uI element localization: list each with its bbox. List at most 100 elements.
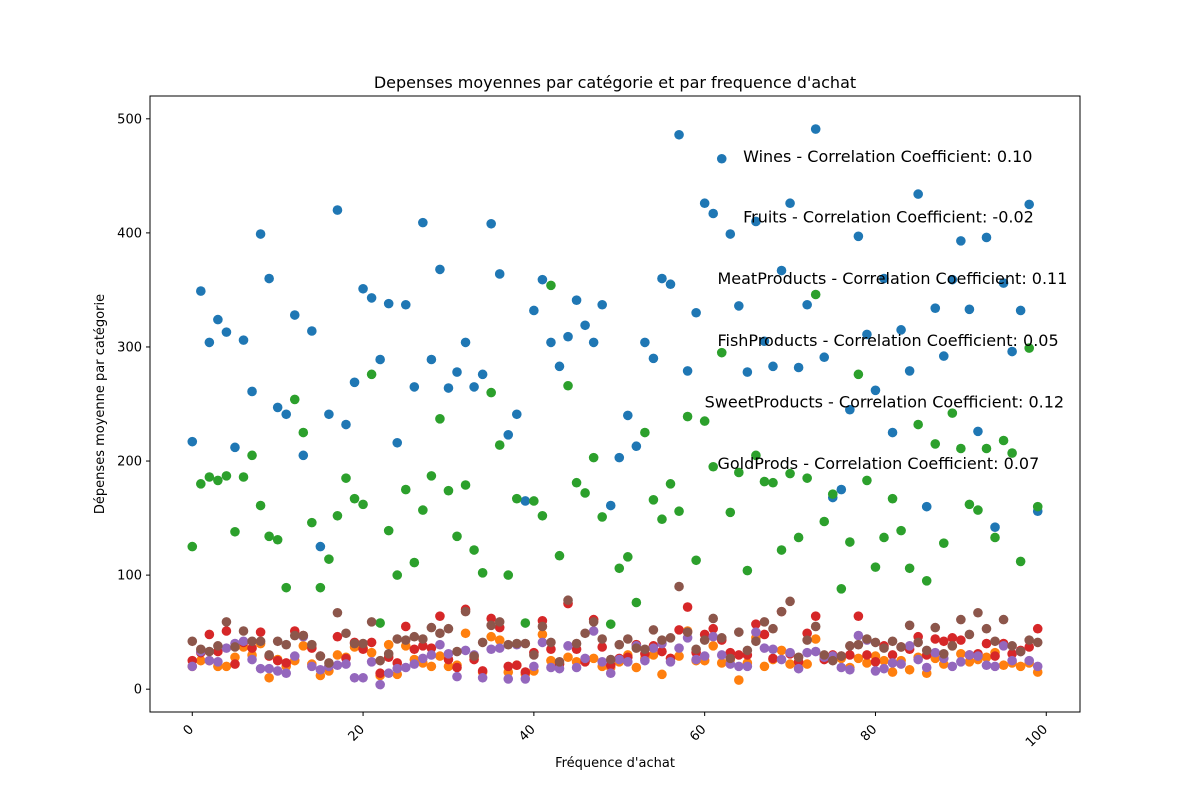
data-point xyxy=(853,630,864,641)
data-point xyxy=(443,383,454,393)
data-point xyxy=(956,236,966,246)
data-point xyxy=(998,278,1009,288)
data-point xyxy=(1015,661,1026,672)
data-point xyxy=(409,382,420,392)
data-point xyxy=(657,514,667,525)
data-point xyxy=(366,617,377,627)
data-point xyxy=(486,620,496,631)
data-point xyxy=(418,505,428,515)
data-point xyxy=(443,661,454,672)
data-point xyxy=(879,655,889,666)
data-point xyxy=(981,443,992,454)
data-point xyxy=(511,638,522,649)
data-point xyxy=(657,635,667,645)
data-point xyxy=(298,641,309,651)
data-point xyxy=(973,426,983,437)
data-point xyxy=(477,672,488,683)
data-point xyxy=(887,427,898,438)
data-point xyxy=(870,657,881,667)
data-point xyxy=(298,450,309,461)
data-point xyxy=(196,644,206,655)
data-point xyxy=(742,367,753,377)
data-point xyxy=(537,510,548,521)
correlation-annotation: Wines - Correlation Coefficient: 0.10 xyxy=(743,147,1032,166)
data-point xyxy=(418,653,428,664)
data-point xyxy=(614,639,625,650)
data-point xyxy=(426,354,437,365)
data-point xyxy=(956,649,966,659)
data-point xyxy=(896,525,906,536)
data-point xyxy=(768,653,778,664)
data-point xyxy=(964,304,975,315)
data-point xyxy=(580,653,590,664)
data-point xyxy=(904,641,915,651)
data-point xyxy=(665,633,676,643)
data-point xyxy=(409,631,420,642)
data-point xyxy=(614,563,625,574)
data-point xyxy=(588,626,599,636)
data-point xyxy=(1032,501,1043,512)
data-point xyxy=(802,473,812,483)
data-point xyxy=(426,622,437,633)
data-point xyxy=(631,643,642,653)
data-point xyxy=(409,644,420,655)
data-point xyxy=(426,650,437,660)
data-point xyxy=(998,660,1009,671)
data-point xyxy=(435,639,445,650)
data-point xyxy=(640,337,650,348)
data-point xyxy=(896,325,906,335)
data-point xyxy=(597,512,607,522)
data-point xyxy=(623,657,633,667)
data-point xyxy=(563,652,573,663)
data-point xyxy=(486,631,496,642)
data-point xyxy=(998,614,1009,625)
data-point xyxy=(913,654,923,665)
data-point xyxy=(896,659,906,669)
data-point xyxy=(230,526,240,537)
data-point xyxy=(956,635,966,645)
data-point xyxy=(734,627,744,637)
data-point xyxy=(751,627,761,637)
y-tick-label: 400 xyxy=(117,226,142,241)
data-point xyxy=(973,505,983,515)
data-point xyxy=(298,427,309,438)
data-point xyxy=(657,669,667,680)
data-point xyxy=(187,661,198,672)
data-point xyxy=(682,627,693,637)
data-point xyxy=(990,651,1000,661)
data-point xyxy=(751,619,761,629)
data-point xyxy=(383,525,394,536)
data-point xyxy=(247,636,257,647)
data-point xyxy=(187,636,198,647)
data-point xyxy=(751,216,761,227)
data-point xyxy=(904,620,915,631)
y-axis-label: Dépenses moyenne par catégorie xyxy=(93,294,108,514)
data-point xyxy=(358,283,368,294)
data-point xyxy=(580,488,590,498)
data-point xyxy=(734,661,744,672)
data-point xyxy=(725,229,736,239)
data-point xyxy=(563,331,573,342)
data-point xyxy=(768,361,778,372)
data-point xyxy=(272,402,283,413)
data-point xyxy=(1032,637,1043,648)
data-point xyxy=(1015,646,1026,657)
data-point xyxy=(793,532,804,543)
data-point xyxy=(443,485,454,496)
data-point xyxy=(469,651,479,661)
data-point xyxy=(349,638,360,649)
data-point xyxy=(392,663,403,674)
data-point xyxy=(307,639,317,650)
data-point xyxy=(375,354,385,365)
data-point xyxy=(298,630,309,641)
data-point xyxy=(648,625,659,635)
data-point xyxy=(708,623,719,634)
data-point xyxy=(605,500,616,511)
data-point xyxy=(272,655,283,666)
data-point xyxy=(486,218,496,229)
data-point xyxy=(520,667,531,677)
data-point xyxy=(349,672,360,683)
data-point xyxy=(759,617,770,627)
data-point xyxy=(768,623,778,634)
data-point xyxy=(452,531,462,542)
